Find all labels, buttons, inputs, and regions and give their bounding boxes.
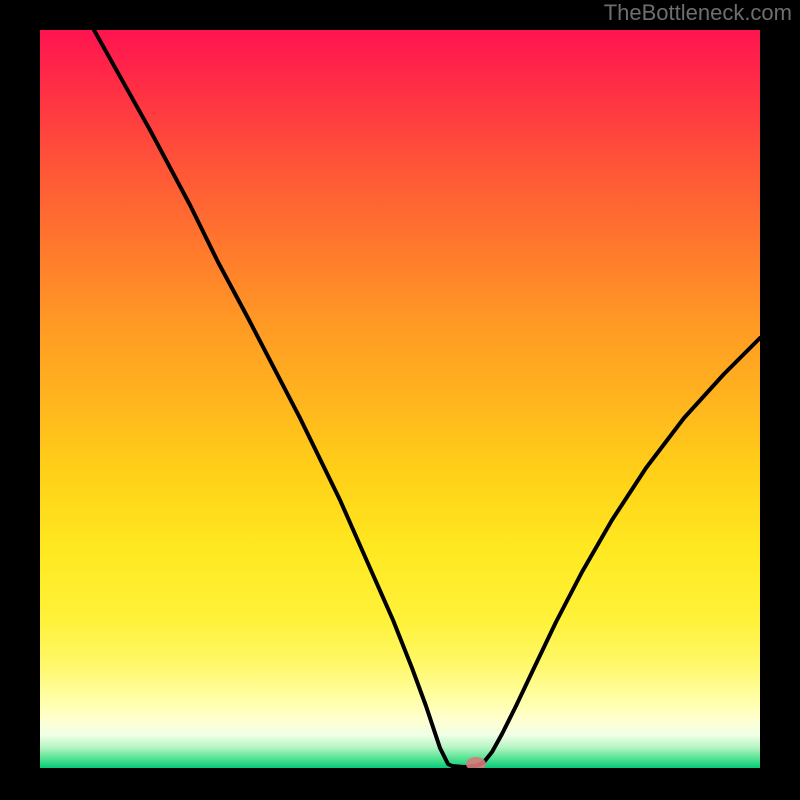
plot-background (40, 30, 760, 768)
frame-bottom (0, 768, 800, 800)
chart-stage: TheBottleneck.com (0, 0, 800, 800)
frame-left (0, 0, 40, 800)
chart-svg (0, 0, 800, 800)
frame-right (760, 30, 800, 800)
watermark-text: TheBottleneck.com (604, 0, 792, 26)
